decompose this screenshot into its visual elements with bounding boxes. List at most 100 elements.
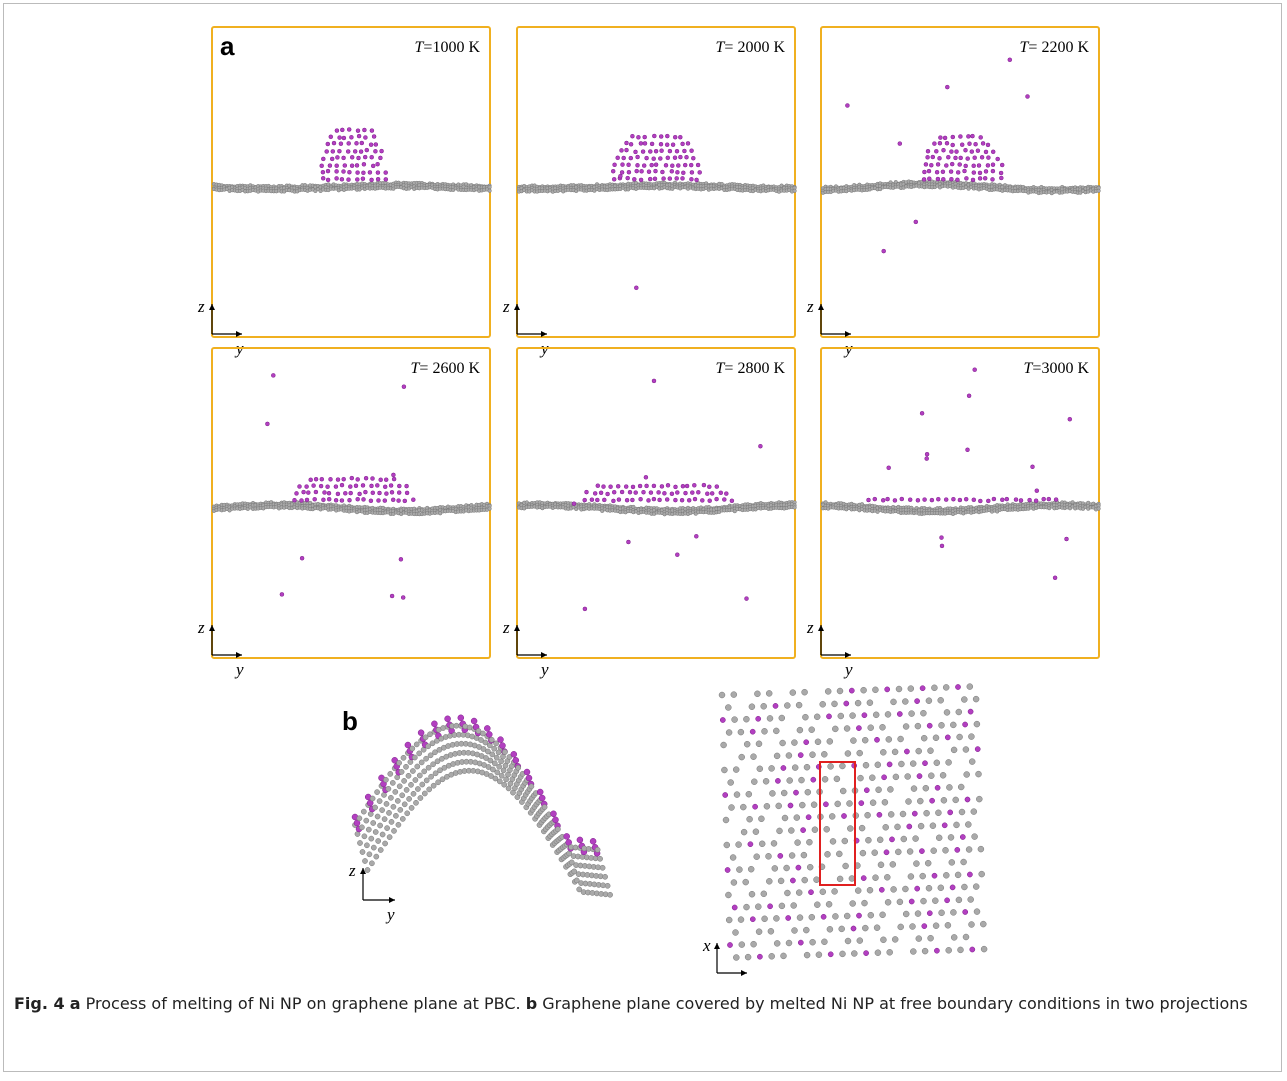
nickel-atom xyxy=(583,498,587,502)
nickel-atom xyxy=(368,170,372,174)
nickel-atom xyxy=(321,498,325,502)
nickel-atom xyxy=(951,497,955,501)
carbon-atom xyxy=(422,791,427,796)
nickel-atom xyxy=(964,176,968,180)
carbon-atom xyxy=(766,690,772,696)
nickel-atom xyxy=(915,699,920,704)
carbon-atom xyxy=(827,926,833,932)
carbon-atom xyxy=(786,940,792,946)
carbon-atom xyxy=(924,810,930,816)
axis-label: z xyxy=(502,297,510,316)
carbon-atom xyxy=(762,728,768,734)
carbon-atom xyxy=(729,805,735,811)
carbon-atom xyxy=(751,779,757,785)
nickel-atom xyxy=(882,775,887,780)
nickel-atom xyxy=(889,837,894,842)
carbon-atom xyxy=(411,791,416,796)
nickel-atom xyxy=(967,872,972,877)
nickel-atom xyxy=(922,761,927,766)
nickel-atom xyxy=(411,498,415,502)
nickel-atom xyxy=(917,774,922,779)
carbon-atom xyxy=(933,735,939,741)
nickel-atom xyxy=(973,156,977,160)
nickel-atom xyxy=(347,170,351,174)
nickel-atom xyxy=(376,171,380,175)
carbon-atom xyxy=(744,904,750,910)
arrow-head xyxy=(209,304,215,310)
nickel-atom xyxy=(628,490,632,494)
nickel-atom xyxy=(665,498,669,502)
carbon-atom xyxy=(744,741,750,747)
nickel-atom xyxy=(295,491,299,495)
carbon-atom xyxy=(792,928,798,934)
carbon-atom xyxy=(878,862,884,868)
carbon-atom xyxy=(739,942,745,948)
carbon-atom xyxy=(902,886,908,892)
nickel-atom xyxy=(915,886,920,891)
nickel-atom xyxy=(384,478,388,482)
carbon-atom xyxy=(777,828,783,834)
carbon-atom xyxy=(780,740,786,746)
nickel-atom xyxy=(383,485,387,489)
carbon-atom xyxy=(961,697,967,703)
nickel-atom xyxy=(941,170,945,174)
nickel-atom xyxy=(662,491,666,495)
carbon-atom xyxy=(804,952,810,958)
nickel-atom xyxy=(696,163,700,167)
carbon-atom xyxy=(772,865,778,871)
carbon-atom xyxy=(370,796,375,801)
nickel-atom xyxy=(790,878,795,883)
carbon-atom xyxy=(908,874,914,880)
nickel-atom xyxy=(348,498,352,502)
nickel-atom xyxy=(348,485,352,489)
carbon-atom xyxy=(796,890,802,896)
nickel-atom xyxy=(300,499,304,503)
nickel-atom xyxy=(326,142,330,146)
nickel-atom xyxy=(926,149,930,153)
nickel-atom xyxy=(371,491,375,495)
nickel-atom xyxy=(927,723,932,728)
nickel-atom xyxy=(336,478,340,482)
nickel-atom xyxy=(484,725,490,731)
carbon-atom xyxy=(605,883,610,888)
carbon-atom xyxy=(362,858,367,863)
nickel-atom xyxy=(907,824,912,829)
carbon-atom xyxy=(953,797,959,803)
carbon-atom xyxy=(384,801,389,806)
carbon-atom xyxy=(967,684,973,690)
nickel-atom xyxy=(950,885,955,890)
carbon-atom xyxy=(408,782,413,787)
nickel-atom xyxy=(1053,576,1057,580)
carbon-atom xyxy=(751,754,757,760)
nickel-atom xyxy=(625,148,629,152)
carbon-atom xyxy=(488,185,492,189)
carbon-atom xyxy=(781,790,787,796)
carbon-atom xyxy=(958,947,964,953)
nickel-atom xyxy=(856,726,861,731)
nickel-atom xyxy=(1065,537,1069,541)
nickel-atom xyxy=(925,452,929,456)
carbon-atom xyxy=(844,726,850,732)
carbon-atom xyxy=(799,777,805,783)
nickel-atom xyxy=(999,171,1003,175)
carbon-atom xyxy=(792,765,798,771)
nickel-atom xyxy=(332,141,336,145)
carbon-atom xyxy=(806,839,812,845)
nickel-atom xyxy=(919,849,924,854)
nickel-atom xyxy=(624,485,628,489)
nickel-atom xyxy=(652,484,656,488)
nickel-atom xyxy=(654,163,658,167)
carbon-atom xyxy=(868,725,874,731)
carbon-atom xyxy=(887,786,893,792)
carbon-atom xyxy=(364,818,369,823)
carbon-atom xyxy=(901,836,907,842)
carbon-atom xyxy=(784,890,790,896)
carbon-atom xyxy=(861,687,867,693)
nickel-atom xyxy=(666,483,670,487)
nickel-atom xyxy=(357,134,361,138)
nickel-atom xyxy=(984,169,988,173)
nickel-atom xyxy=(727,942,732,947)
carbon-atom xyxy=(876,787,882,793)
axis-label: z xyxy=(348,861,356,880)
carbon-atom xyxy=(499,773,504,778)
